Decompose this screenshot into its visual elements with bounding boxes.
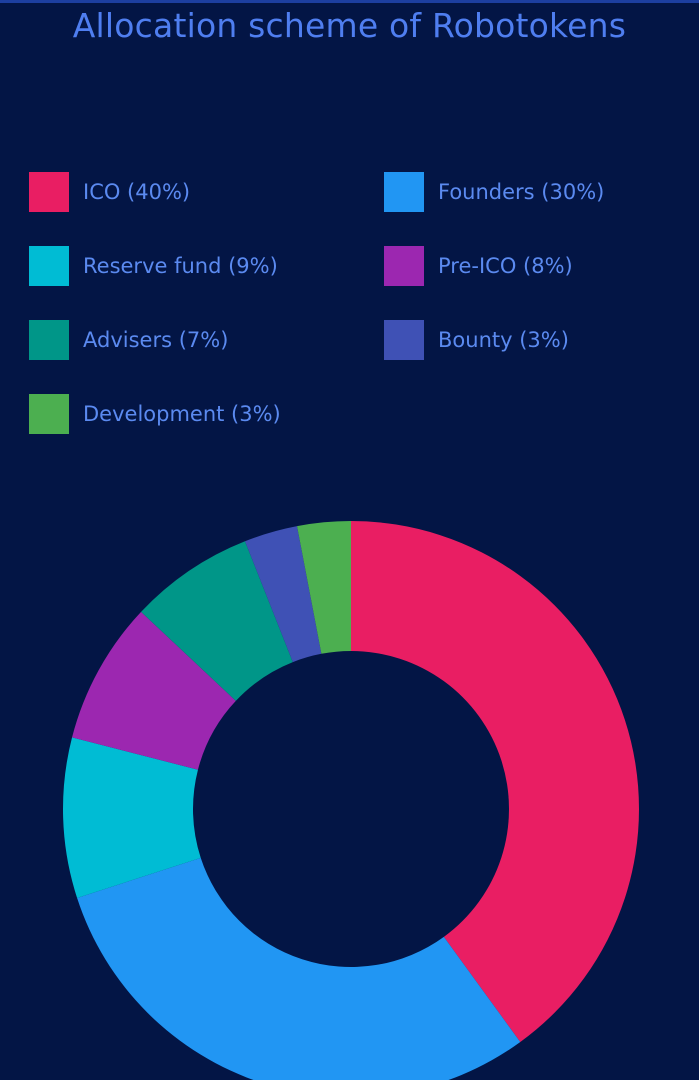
legend-item-advisers[interactable]: Advisers (7%) [29, 320, 228, 360]
slice-bounty[interactable] [244, 526, 322, 663]
legend-item-development[interactable]: Development (3%) [29, 394, 281, 434]
legend-item-bounty[interactable]: Bounty (3%) [384, 320, 569, 360]
legend-item-pre-ico[interactable]: Pre-ICO (8%) [384, 246, 573, 286]
legend-item-ico[interactable]: ICO (40%) [29, 172, 190, 212]
legend-swatch-development [29, 394, 69, 434]
legend: ICO (40%) Founders (30%) Reserve fund (9… [0, 0, 699, 460]
slice-pre-ico[interactable] [72, 611, 236, 770]
top-border [0, 0, 699, 3]
legend-label-founders: Founders (30%) [438, 180, 605, 204]
legend-swatch-ico [29, 172, 69, 212]
legend-swatch-reserve-fund [29, 246, 69, 286]
legend-item-reserve-fund[interactable]: Reserve fund (9%) [29, 246, 278, 286]
legend-swatch-pre-ico [384, 246, 424, 286]
chart-title: Allocation scheme of Robotokens [72, 6, 627, 45]
legend-label-advisers: Advisers (7%) [83, 328, 229, 352]
legend-label-reserve-fund: Reserve fund (9%) [83, 254, 278, 278]
legend-label-ico: ICO (40%) [83, 180, 191, 204]
legend-label-pre-ico: Pre-ICO (8%) [438, 254, 573, 278]
slice-ico[interactable] [351, 521, 640, 1042]
legend-label-development: Development (3%) [83, 402, 281, 426]
legend-swatch-advisers [29, 320, 69, 360]
legend-swatch-founders [384, 172, 424, 212]
legend-label-bounty: Bounty (3%) [438, 328, 569, 352]
slice-founders[interactable] [77, 857, 521, 1080]
legend-swatch-bounty [384, 320, 424, 360]
slice-advisers[interactable] [141, 541, 293, 701]
legend-item-founders[interactable]: Founders (30%) [384, 172, 604, 212]
slice-reserve-fund[interactable] [62, 737, 201, 898]
slice-development[interactable] [297, 521, 351, 654]
